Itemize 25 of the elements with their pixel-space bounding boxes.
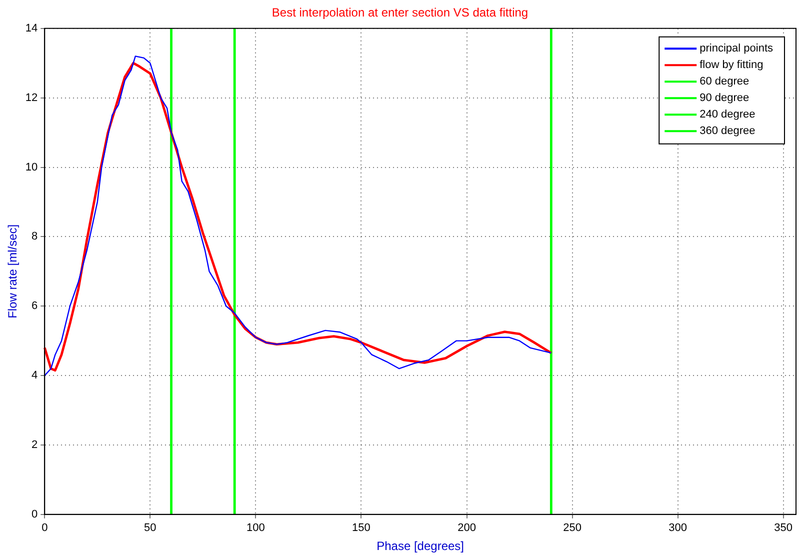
legend-label: 360 degree (700, 125, 756, 138)
x-axis-title: Phase [degrees] (376, 539, 464, 554)
y-tick-label: 12 (25, 92, 38, 104)
legend-label: 240 degree (700, 108, 756, 121)
x-tick-label: 0 (42, 522, 48, 534)
chart-title: Best interpolation at enter section VS data fitting (272, 6, 528, 20)
y-tick-label: 4 (32, 370, 38, 382)
legend-label: 60 degree (700, 76, 750, 88)
y-tick-label: 0 (32, 508, 38, 520)
x-tick-label: 250 (563, 522, 582, 534)
x-tick-label: 200 (458, 522, 476, 534)
legend-label: flow by fitting (700, 59, 764, 72)
y-tick-label: 6 (32, 300, 38, 312)
x-tick-label: 300 (668, 522, 687, 534)
x-tick-label: 50 (144, 522, 156, 534)
legend-label: 90 degree (700, 92, 750, 104)
y-tick-label: 8 (32, 230, 38, 243)
legend-label: principal points (700, 42, 774, 55)
y-axis-title: Flow rate [ml/sec] (6, 224, 20, 318)
y-tick-label: 10 (25, 161, 38, 174)
y-tick-label: 14 (25, 22, 38, 34)
x-tick-label: 150 (352, 522, 370, 534)
x-tick-label: 100 (246, 522, 265, 534)
x-tick-label: 350 (774, 522, 793, 534)
y-tick-label: 2 (32, 439, 38, 452)
